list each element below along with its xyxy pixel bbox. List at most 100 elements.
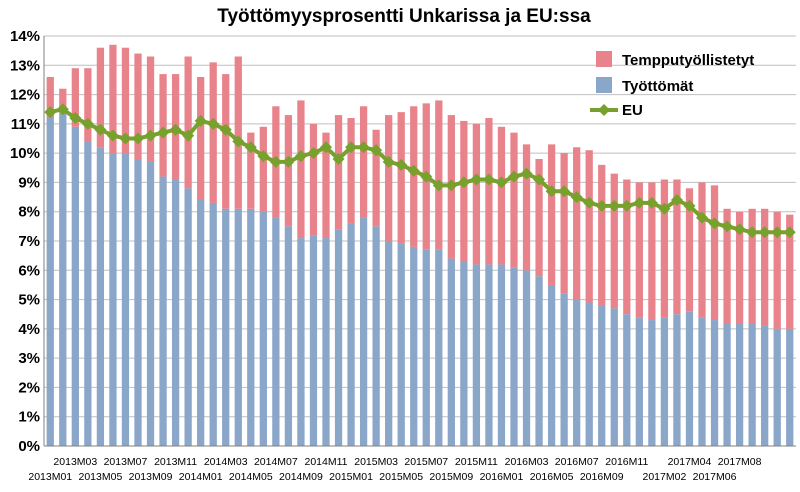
bar-tyottomat (84, 141, 92, 446)
bar-tempputyollistetyt (247, 132, 255, 209)
x-tick-label: 2013M11 (154, 456, 197, 468)
legend: Tempputyöllistetyt Työttömät EU (590, 51, 754, 119)
eu-marker (746, 226, 759, 239)
bar-tyottomat (385, 241, 393, 446)
bar-tempputyollistetyt (786, 214, 794, 329)
bar-tyottomat (309, 235, 318, 446)
bar-tyottomat (585, 302, 593, 446)
eu-marker (257, 150, 270, 163)
bar-tyottomat (234, 208, 242, 446)
bar-tempputyollistetyt (485, 118, 493, 265)
legend-label: EU (622, 102, 643, 119)
bar-tempputyollistetyt (284, 115, 293, 227)
x-tick-label: 2017M06 (693, 471, 737, 483)
x-tick-label: 2016M03 (505, 456, 549, 468)
x-tick-label: 2014M11 (304, 456, 347, 468)
eu-marker (357, 141, 370, 154)
bar-tyottomat (372, 226, 380, 446)
bar-tempputyollistetyt (735, 211, 744, 323)
x-tick-label: 2014M07 (254, 456, 298, 468)
y-tick-label: 9% (18, 174, 40, 191)
bar-tempputyollistetyt (610, 173, 618, 309)
bar-tyottomat (460, 261, 468, 446)
eu-marker (520, 167, 533, 180)
y-tick-label: 12% (10, 87, 40, 104)
bar-tempputyollistetyt (209, 62, 217, 203)
bar-tyottomat (59, 112, 67, 447)
bar-tyottomat (710, 320, 719, 446)
y-axis-ticks: 0% 1% 2% 3% 4% 5% 6% 7% 8% 9% 10% 11% 12% 13% 14% (10, 28, 40, 455)
x-tick-label: 2016M09 (580, 471, 624, 483)
x-tick-label: 2014M01 (179, 471, 223, 483)
eu-marker (470, 173, 483, 186)
x-tick-label: 2014M05 (229, 471, 273, 483)
x-tick-label: 2014M03 (204, 456, 248, 468)
eu-marker (721, 220, 734, 233)
x-tick-label: 2017M02 (643, 471, 687, 483)
eu-marker (595, 199, 608, 212)
eu-marker (119, 132, 132, 145)
bar-tempputyollistetyt (685, 188, 694, 312)
bar-tempputyollistetyt (297, 100, 305, 239)
eu-marker (432, 179, 445, 192)
eu-marker (169, 123, 182, 136)
bar-tyottomat (786, 328, 794, 446)
eu-marker (407, 164, 420, 177)
bar-tempputyollistetyt (522, 144, 531, 271)
bar-tyottomat (698, 317, 706, 446)
bar-tyottomat (610, 308, 618, 446)
bar-tempputyollistetyt (59, 88, 67, 113)
eu-marker (132, 132, 144, 145)
bar-tyottomat (410, 246, 418, 446)
eu-marker (194, 114, 207, 127)
bar-tyottomat (184, 188, 192, 447)
eu-marker (445, 179, 458, 192)
bar-tempputyollistetyt (497, 126, 506, 265)
eu-marker (320, 141, 332, 154)
bar-tyottomat (222, 208, 230, 446)
y-tick-label: 6% (18, 262, 40, 279)
y-tick-label: 5% (18, 292, 40, 309)
x-tick-label: 2016M05 (530, 471, 574, 483)
bar-tyottomat (96, 147, 105, 447)
eu-marker (570, 191, 583, 204)
eu-marker (696, 211, 708, 224)
x-tick-label: 2015M05 (379, 471, 423, 483)
bar-tyottomat (723, 323, 731, 446)
bar-tempputyollistetyt (359, 106, 368, 218)
bar-tyottomat (297, 238, 305, 446)
eu-marker (69, 112, 82, 124)
bar-tempputyollistetyt (46, 77, 54, 118)
eu-marker (620, 199, 633, 212)
y-tick-label: 3% (18, 350, 40, 367)
chart-title: Työttömyysprosentti Unkarissa ja EU:ssa (217, 6, 591, 27)
eu-marker (269, 155, 282, 168)
bar-tyottomat (635, 317, 643, 446)
eu-marker (307, 147, 320, 160)
legend-swatch-tempputyollistetyt (596, 51, 612, 67)
x-tick-label: 2015M11 (455, 456, 498, 468)
x-tick-label: 2016M07 (555, 456, 599, 468)
eu-marker (182, 129, 195, 142)
eu-marker (207, 117, 220, 130)
eu-marker (783, 226, 796, 239)
bar-tyottomat (397, 243, 405, 446)
eu-marker (44, 106, 57, 119)
eu-marker (758, 226, 771, 239)
x-tick-label: 2013M03 (53, 456, 97, 468)
bar-tempputyollistetyt (623, 179, 631, 315)
bars (46, 44, 794, 447)
bar-tempputyollistetyt (761, 208, 769, 326)
x-tick-label: 2014M09 (279, 471, 323, 483)
bar-tempputyollistetyt (472, 123, 481, 265)
eu-line (44, 103, 796, 239)
y-tick-label: 10% (10, 145, 40, 162)
bar-tyottomat (159, 176, 167, 447)
y-tick-label: 8% (18, 204, 40, 221)
eu-marker (771, 226, 784, 239)
bar-tyottomat (573, 299, 581, 446)
eu-marker (482, 173, 495, 186)
bar-tyottomat (472, 264, 481, 446)
bar-tyottomat (109, 153, 117, 446)
